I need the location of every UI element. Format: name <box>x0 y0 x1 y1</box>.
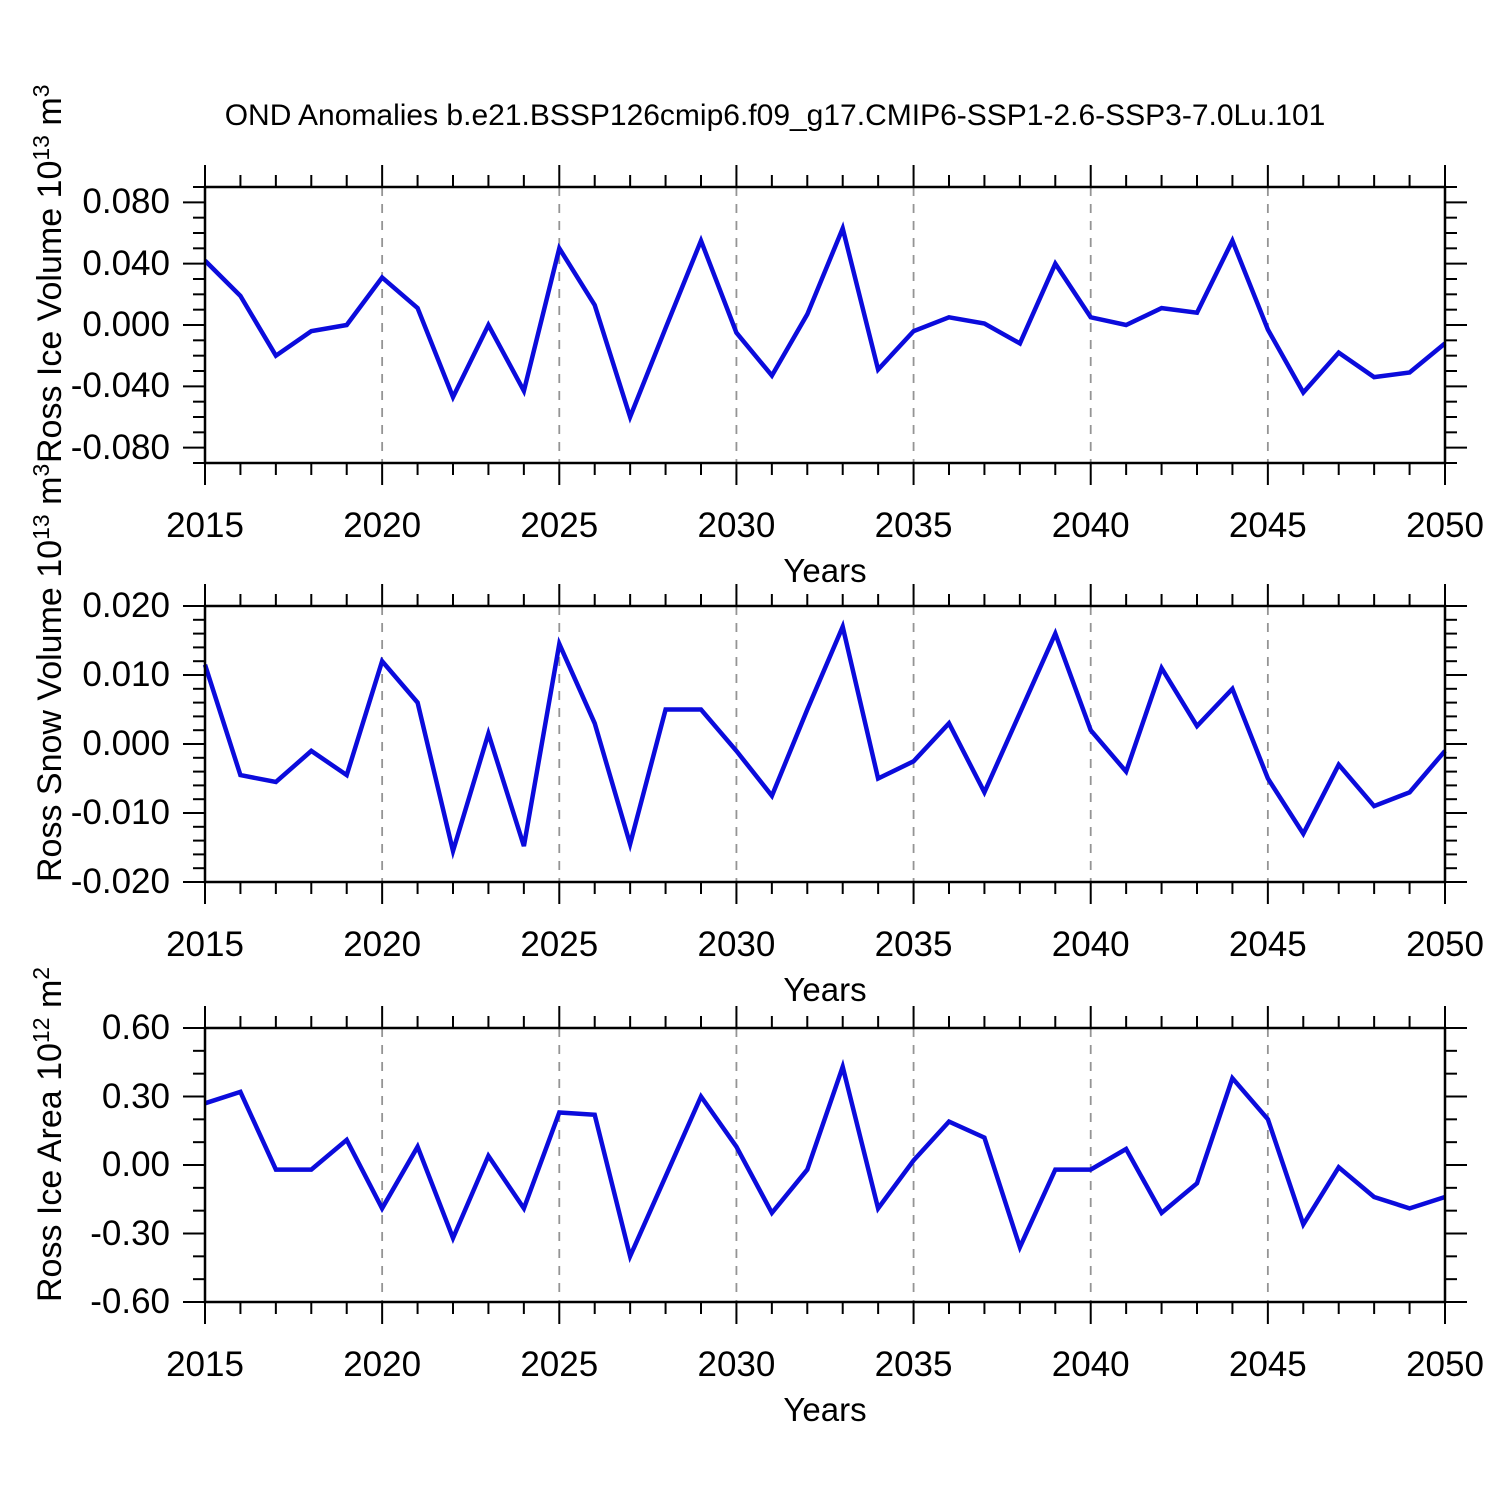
y-tick-label: 0.60 <box>101 1008 170 1047</box>
y-axis-title-text: m <box>31 97 69 136</box>
x-tick-label: 2045 <box>1228 925 1307 964</box>
ross-snow-volume-chart <box>183 584 1467 904</box>
x-tick-label: 2040 <box>1051 506 1130 545</box>
ross-ice-volume-line <box>203 221 1447 424</box>
y-axis-title-text: m <box>31 476 69 515</box>
y-axis-title-superscript: 3 <box>28 463 54 477</box>
y-axis-title: Ross Snow Volume 1013 m3 <box>28 464 71 882</box>
chart-title: OND Anomalies b.e21.BSSP126cmip6.f09_g17… <box>224 99 1326 132</box>
y-tick-label: -0.010 <box>70 793 170 832</box>
x-tick-label: 2030 <box>697 925 776 964</box>
y-tick-label: 0.000 <box>82 724 170 763</box>
y-tick-label: 0.30 <box>101 1076 170 1116</box>
y-tick-label: -0.080 <box>70 427 170 467</box>
x-tick-label: 2025 <box>520 925 599 964</box>
x-axis-title: Years <box>783 1391 867 1428</box>
x-tick-label: 2050 <box>1406 506 1484 545</box>
y-axis-title: Ross Ice Volume 1013 m3 <box>28 84 71 463</box>
y-tick-label: -0.60 <box>90 1282 170 1321</box>
y-axis-title-text: Ross Snow Volume 10 <box>31 539 69 882</box>
y-tick-label: 0.00 <box>101 1145 170 1184</box>
x-tick-label: 2020 <box>343 506 422 545</box>
y-axis-title-superscript: 3 <box>28 84 54 98</box>
x-tick-label: 2040 <box>1051 1345 1130 1384</box>
ross-ice-area-line <box>204 1058 1446 1264</box>
x-tick-label: 2020 <box>343 1345 422 1384</box>
y-tick-label: 0.080 <box>82 182 170 222</box>
y-axis-title-text: m <box>31 979 69 1018</box>
x-axis-title: Years <box>783 552 867 589</box>
y-axis-title-superscript: 12 <box>28 1017 54 1044</box>
x-tick-label: 2035 <box>874 506 953 545</box>
x-tick-label: 2035 <box>874 1345 953 1384</box>
x-tick-label: 2020 <box>343 925 422 964</box>
x-tick-label: 2025 <box>520 1345 599 1384</box>
x-tick-label: 2015 <box>166 925 244 964</box>
y-axis-title-superscript: 2 <box>28 966 54 980</box>
y-tick-label: -0.040 <box>70 366 170 406</box>
x-tick-label: 2040 <box>1051 925 1130 964</box>
y-tick-label: 0.020 <box>82 586 170 625</box>
y-axis-title: Ross Ice Area 1012 m2 <box>28 967 71 1302</box>
x-tick-label: 2015 <box>166 1345 244 1384</box>
x-tick-label: 2030 <box>697 506 776 545</box>
y-tick-label: 0.010 <box>82 655 170 694</box>
y-tick-label: 0.040 <box>82 243 170 283</box>
y-axis-title-superscript: 13 <box>28 135 54 161</box>
y-axis-title-text: Ross Ice Volume 10 <box>31 160 69 463</box>
x-tick-label: 2025 <box>520 506 599 545</box>
x-tick-label: 2045 <box>1228 1345 1307 1384</box>
x-tick-label: 2050 <box>1406 1345 1484 1384</box>
x-axis-title: Years <box>783 971 867 1008</box>
ross-ice-area-chart <box>183 1006 1467 1324</box>
x-tick-label: 2045 <box>1228 506 1307 545</box>
x-tick-label: 2015 <box>166 506 244 545</box>
y-axis-title-text: Ross Ice Area 10 <box>31 1043 69 1302</box>
x-tick-label: 2030 <box>697 1345 776 1384</box>
x-tick-label: 2035 <box>874 925 953 964</box>
y-axis-title-superscript: 13 <box>28 514 54 540</box>
x-tick-label: 2050 <box>1406 925 1484 964</box>
y-tick-label: 0.000 <box>82 305 170 344</box>
ross-snow-volume-line <box>202 619 1447 860</box>
ross-ice-volume-chart <box>183 165 1467 485</box>
y-tick-label: -0.30 <box>90 1213 170 1253</box>
y-tick-label: -0.020 <box>70 862 170 901</box>
